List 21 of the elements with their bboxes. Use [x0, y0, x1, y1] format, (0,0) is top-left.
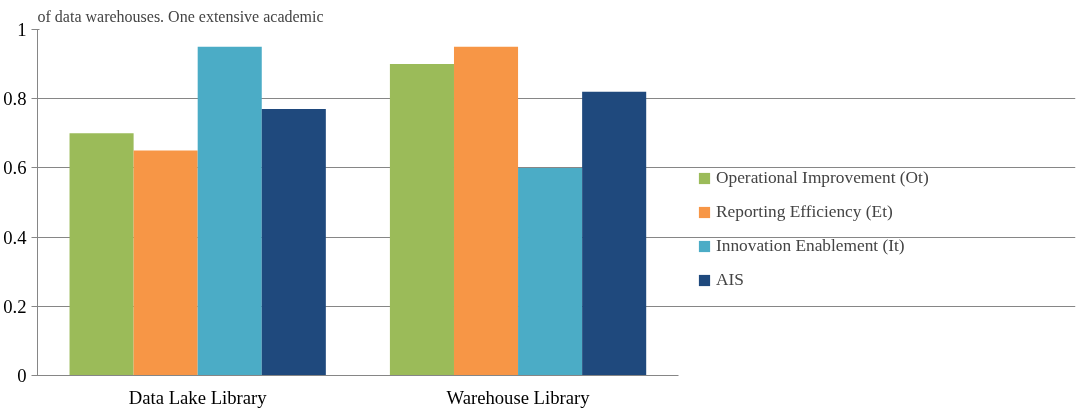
x-tick-label: Warehouse Library	[446, 386, 591, 408]
bar	[261, 109, 326, 376]
bar	[453, 46, 519, 376]
bar	[133, 150, 198, 376]
y-tick-label: 0.6	[3, 157, 27, 179]
y-tick-label: 1	[17, 19, 27, 40]
y-tick-label: 0.2	[3, 295, 27, 317]
legend-label: Innovation Enablement (It)	[716, 236, 905, 256]
legend-label: AIS	[716, 270, 744, 290]
text: of data warehouses. One extensive academic	[37, 7, 324, 25]
bar	[518, 167, 583, 376]
y-tick-label: 0	[17, 365, 27, 386]
legend-label: Operational Improvement (Ot)	[716, 168, 929, 188]
x-tick-label: Data Lake Library	[128, 386, 268, 408]
bar	[197, 46, 262, 376]
y-tick-label: 0.8	[3, 88, 27, 110]
bar	[582, 91, 647, 376]
bar	[69, 133, 134, 376]
y-tick-label: 0.4	[3, 226, 28, 248]
bar	[389, 64, 454, 376]
legend-label: Reporting Efficiency (Et)	[716, 202, 893, 222]
